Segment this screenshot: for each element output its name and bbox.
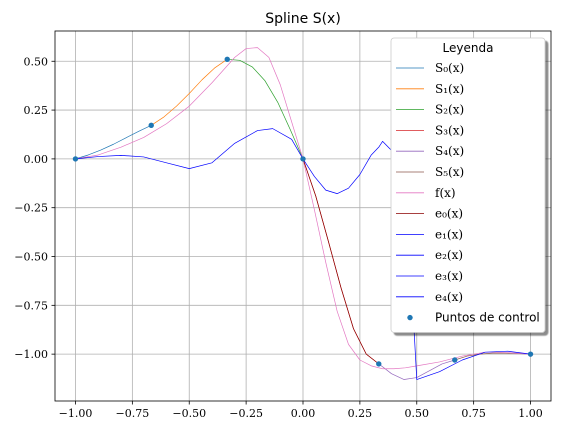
legend-label: e₄(x)	[435, 290, 463, 304]
legend-box	[390, 37, 546, 333]
control-point	[224, 56, 230, 63]
legend-title: Leyenda	[443, 41, 494, 55]
x-tick-label: −0.25	[229, 407, 263, 420]
series-line-6	[75, 47, 531, 370]
x-tick-label: −1.00	[59, 407, 93, 420]
legend-label: S₀(x)	[435, 61, 464, 75]
y-tick-label: −0.25	[14, 202, 48, 215]
legend-label: e₀(x)	[435, 207, 463, 221]
legend-label: S₁(x)	[435, 82, 464, 96]
x-tick-label: −0.75	[115, 407, 149, 420]
x-tick-label: 0.25	[348, 407, 373, 420]
legend-label: Puntos de control	[435, 311, 540, 325]
legend-label: e₁(x)	[435, 227, 463, 241]
chart-title: Spline S(x)	[265, 11, 341, 27]
legend-label: e₃(x)	[435, 269, 463, 283]
series-line-1	[151, 59, 228, 126]
control-point	[148, 122, 154, 129]
series-line-3	[302, 158, 379, 365]
control-point	[72, 156, 79, 162]
y-tick-label: 0.50	[24, 55, 49, 68]
series-line-2	[227, 58, 304, 160]
control-points	[72, 56, 534, 367]
legend-marker	[407, 314, 413, 321]
legend-label: S₂(x)	[435, 103, 464, 117]
x-tick-label: 0.75	[461, 407, 486, 420]
control-point	[452, 357, 458, 363]
x-tick-label: 1.00	[518, 407, 543, 420]
control-point	[527, 351, 534, 357]
y-tick-label: 0.00	[24, 153, 49, 166]
legend-label: S₄(x)	[435, 144, 464, 158]
legend-label: S₃(x)	[435, 123, 464, 137]
x-tick-label: 0.00	[291, 407, 316, 420]
y-tick-label: −0.50	[14, 251, 48, 264]
series-line-7	[302, 158, 379, 365]
x-axis: −1.00 −0.75 −0.50 −0.25 0.00 0.25 0.50 0.75 1.00	[59, 401, 543, 420]
y-axis: 0.50 0.25 0.00 −0.25 −0.50 −0.75 −1.00	[14, 55, 55, 361]
y-tick-label: −1.00	[14, 348, 48, 361]
series-line-0	[75, 124, 152, 160]
series-line-8	[75, 128, 531, 380]
plot-series	[75, 47, 531, 380]
x-tick-label: 0.50	[405, 407, 430, 420]
control-point	[300, 156, 306, 162]
control-point	[376, 361, 382, 367]
y-tick-label: 0.25	[24, 104, 49, 117]
legend-label: e₂(x)	[435, 248, 463, 262]
y-tick-label: −0.75	[14, 299, 48, 312]
x-tick-label: −0.50	[172, 407, 206, 420]
legend-label: f(x)	[435, 186, 456, 200]
legend: Leyenda S₀(x) S₁(x) S₂(x) S₃(x) S₄(x) S₅(x) f(x…	[390, 37, 546, 333]
legend-label: S₅(x)	[435, 165, 464, 179]
